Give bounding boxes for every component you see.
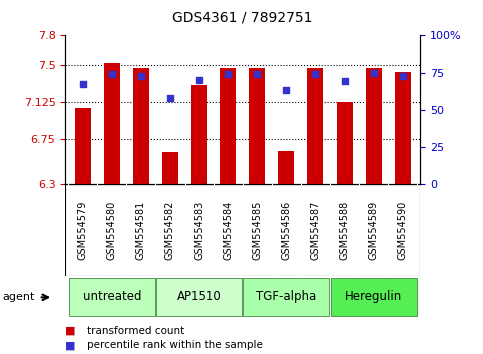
Point: [283, 87, 290, 93]
FancyBboxPatch shape: [330, 278, 417, 316]
FancyBboxPatch shape: [69, 278, 155, 316]
Point: [166, 95, 174, 101]
Bar: [104, 63, 120, 184]
Bar: [65, 184, 420, 276]
Bar: [191, 85, 207, 184]
Text: GSM554587: GSM554587: [311, 200, 320, 260]
Bar: [75, 108, 91, 184]
Text: transformed count: transformed count: [87, 326, 184, 336]
Text: GSM554580: GSM554580: [107, 200, 117, 260]
Text: AP1510: AP1510: [177, 290, 221, 303]
Text: GSM554584: GSM554584: [223, 200, 233, 260]
Bar: [366, 68, 382, 184]
Point: [370, 70, 378, 75]
Text: GSM554579: GSM554579: [78, 200, 87, 260]
Point: [312, 71, 319, 77]
Text: percentile rank within the sample: percentile rank within the sample: [87, 340, 263, 350]
Point: [399, 73, 407, 78]
Point: [79, 82, 86, 87]
Point: [108, 71, 115, 77]
Text: GSM554583: GSM554583: [194, 200, 204, 260]
FancyBboxPatch shape: [156, 278, 242, 316]
Bar: [308, 68, 324, 184]
Bar: [133, 68, 149, 184]
Text: GSM554581: GSM554581: [136, 200, 146, 260]
Text: ■: ■: [65, 326, 76, 336]
Bar: [278, 152, 294, 184]
Bar: [337, 102, 353, 184]
Text: Heregulin: Heregulin: [345, 290, 402, 303]
Point: [341, 79, 348, 84]
Bar: [395, 72, 411, 184]
Text: GSM554585: GSM554585: [252, 200, 262, 260]
Bar: [162, 152, 178, 184]
Text: untreated: untreated: [83, 290, 141, 303]
Point: [254, 71, 261, 77]
Text: GDS4361 / 7892751: GDS4361 / 7892751: [172, 11, 313, 25]
Text: GSM554586: GSM554586: [282, 200, 291, 260]
FancyBboxPatch shape: [243, 278, 329, 316]
Text: TGF-alpha: TGF-alpha: [256, 290, 316, 303]
Point: [195, 77, 203, 83]
Text: ■: ■: [65, 340, 76, 350]
Text: GSM554588: GSM554588: [340, 200, 350, 260]
Text: GSM554590: GSM554590: [398, 200, 408, 260]
Point: [224, 71, 232, 77]
Point: [137, 73, 145, 78]
Text: agent: agent: [2, 292, 35, 302]
Bar: [249, 68, 265, 184]
Text: GSM554589: GSM554589: [369, 200, 379, 260]
Bar: [220, 68, 236, 184]
Text: GSM554582: GSM554582: [165, 200, 175, 260]
